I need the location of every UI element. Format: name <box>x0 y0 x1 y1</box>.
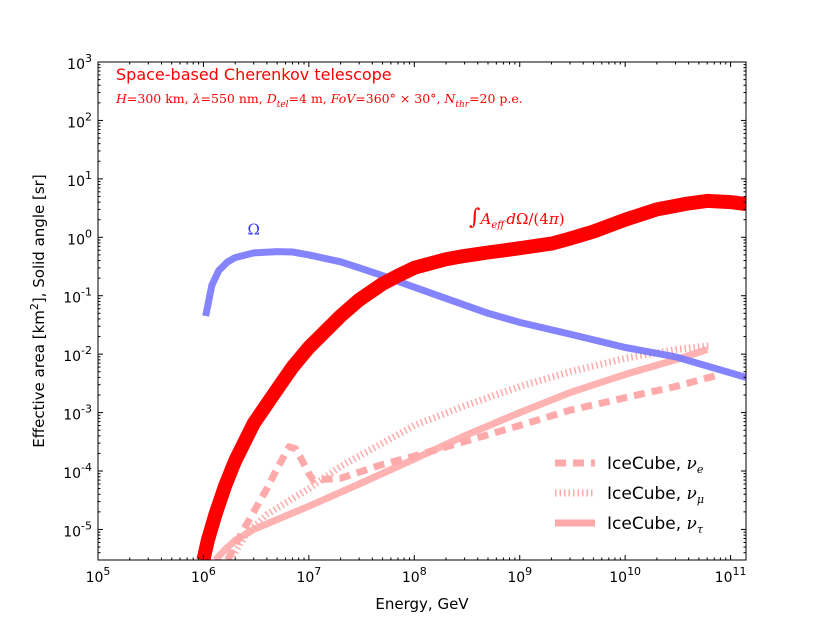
y-tick-label: 10-1 <box>63 286 92 307</box>
chart-title: Space-based Cherenkov telescope <box>116 65 392 84</box>
x-axis-label: Energy, GeV <box>375 595 469 613</box>
x-tick-label: 105 <box>86 565 111 586</box>
x-tick-label: 106 <box>191 565 216 586</box>
omega-annotation: Ω <box>248 221 260 239</box>
x-tick-label: 1010 <box>609 565 641 586</box>
plot-frame <box>97 61 747 561</box>
x-tick-label: 109 <box>507 565 532 586</box>
y-tick-label: 10-2 <box>63 344 92 365</box>
x-tick-label: 1011 <box>715 565 747 586</box>
ticks-layer: 105 106 107 108 109 1010 1011 10-5 10-4 10-3 10-2 1… <box>63 52 746 586</box>
x-tick-label: 108 <box>402 565 427 586</box>
series-layer <box>196 193 746 560</box>
legend-label-0: IceCube, νe <box>607 454 704 476</box>
series-line-3 <box>227 342 712 560</box>
y-tick-label: 100 <box>67 227 92 248</box>
series-line-1 <box>202 248 746 381</box>
y-tick-label: 10-5 <box>63 519 92 540</box>
y-axis-label: Effective area [km2], Solid angle [sr] <box>28 174 48 447</box>
legend: IceCube, νe IceCube, νμ IceCube, ντ <box>555 454 704 536</box>
integral-annotation: ∫Aeff dΩ/(4π) <box>469 205 565 231</box>
chart-subtitle: H=300 km, λ=550 nm, Dtel=4 m, FoV=360° ×… <box>115 91 523 110</box>
y-tick-label: 101 <box>67 169 92 190</box>
y-tick-label: 103 <box>67 52 92 73</box>
x-tick-label: 107 <box>296 565 321 586</box>
series-line-2 <box>224 371 722 560</box>
series-line-0 <box>196 193 746 560</box>
y-tick-label: 10-3 <box>63 403 92 424</box>
y-tick-label: 10-4 <box>63 461 92 482</box>
legend-label-2: IceCube, ντ <box>607 514 704 536</box>
y-tick-label: 102 <box>67 110 92 131</box>
legend-label-1: IceCube, νμ <box>607 484 704 506</box>
